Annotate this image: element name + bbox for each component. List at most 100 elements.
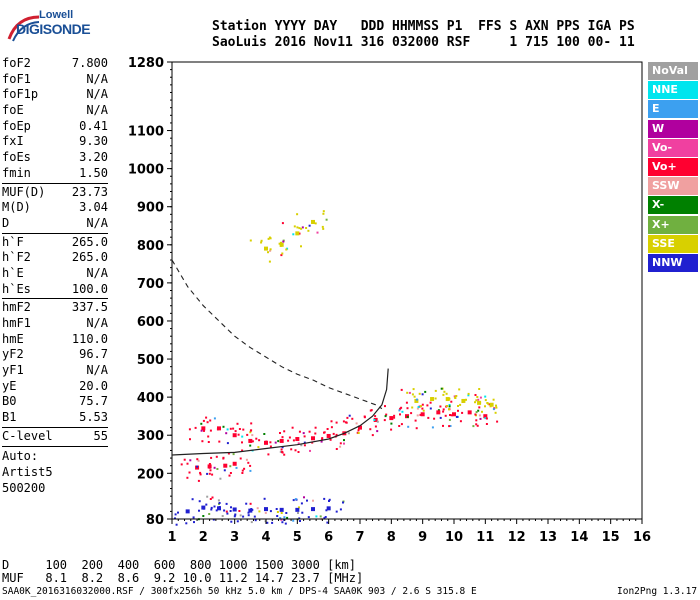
echo-speck: [448, 408, 450, 411]
legend-item-nnw: NNW: [648, 253, 698, 272]
echo-speck: [206, 472, 209, 475]
echo-speck: [303, 496, 305, 499]
param-value: N/A: [86, 103, 108, 118]
echo-speck: [208, 463, 211, 465]
echo-speck: [267, 237, 270, 240]
echo-speck: [322, 212, 325, 215]
echo-speck: [421, 407, 424, 410]
echo-speck: [475, 423, 478, 426]
echo-speck: [467, 392, 470, 395]
echo-speck: [287, 439, 290, 442]
echo-speck: [175, 523, 178, 526]
echo-speck: [453, 412, 455, 415]
echo-speck: [267, 251, 269, 254]
x-tick-label: 8: [387, 530, 396, 545]
echo-speck: [342, 501, 344, 504]
echo-speck: [225, 432, 228, 435]
echo-speck: [476, 424, 479, 427]
muf-row: MUF 8.1 8.2 8.6 9.2 10.0 11.2 14.7 23.7 …: [2, 571, 364, 585]
echo-speck: [251, 440, 254, 443]
param-key: h`Es: [2, 281, 31, 296]
autoscaling-info: Auto: Artist5 500200: [2, 448, 108, 496]
param-row-hmf2: hmF2 337.5: [2, 300, 108, 316]
echo-speck: [183, 458, 186, 461]
echo-speck: [323, 431, 325, 434]
echo-speck: [232, 427, 235, 430]
echo-speck: [448, 418, 451, 421]
param-separator: [2, 426, 108, 428]
echo-speck: [191, 498, 194, 501]
echo-speck: [305, 227, 308, 229]
echo-speck: [279, 432, 281, 434]
echo-speck: [391, 416, 394, 419]
legend-item-xminus: X-: [648, 196, 698, 215]
echo-speck: [433, 417, 436, 420]
echo-point: [414, 398, 419, 403]
echo-speck: [319, 515, 322, 518]
y-tick-label: 1280: [128, 56, 164, 71]
param-value: 337.5: [71, 300, 108, 315]
param-key: foF1: [2, 71, 31, 86]
param-row-yf1: yF1 N/A: [2, 363, 108, 379]
echo-speck: [239, 514, 242, 517]
echo-speck: [205, 416, 208, 419]
param-separator: [2, 182, 108, 184]
echo-speck: [234, 430, 237, 433]
param-value: 96.7: [79, 347, 108, 362]
echo-speck: [265, 440, 268, 443]
echo-speck: [308, 430, 311, 433]
echo-point: [326, 506, 331, 511]
echo-speck: [242, 428, 245, 431]
echo-speck: [283, 430, 286, 433]
param-value: 5.53: [79, 410, 108, 425]
legend-item-ssw: SSW: [648, 177, 698, 196]
echo-speck: [375, 417, 378, 420]
echo-speck: [446, 405, 448, 407]
echo-speck: [207, 435, 210, 438]
param-value: 75.7: [79, 394, 108, 409]
param-key: C-level: [2, 428, 53, 443]
polarization-legend: NoVal NNE E W Vo- Vo+ SSW X- X+ SSE NNW: [648, 62, 698, 273]
echo-scatter-layer: [174, 210, 499, 526]
echo-speck: [492, 408, 495, 411]
echo-speck: [280, 518, 283, 521]
echo-speck: [339, 508, 342, 511]
echo-point: [489, 402, 494, 407]
logo-line2: DIGISONDE: [16, 21, 91, 37]
echo-speck: [293, 225, 296, 228]
echo-speck: [269, 237, 272, 240]
echo-speck: [448, 397, 451, 400]
echo-speck: [431, 397, 434, 400]
echo-speck: [218, 440, 221, 443]
footer-file-info: SAA0K_2016316032000.RSF / 300fx256h 50 k…: [2, 586, 477, 597]
echo-speck: [207, 441, 210, 443]
echo-speck: [290, 448, 293, 451]
x-tick-label: 15: [602, 530, 620, 545]
param-row-mufd: MUF(D) 23.73: [2, 185, 108, 201]
echo-speck: [406, 391, 409, 394]
echo-series: [188, 400, 499, 456]
echo-speck: [339, 442, 342, 445]
echo-speck: [254, 519, 257, 522]
echo-speck: [444, 414, 447, 417]
echo-speck: [297, 512, 299, 514]
echo-speck: [211, 473, 214, 476]
echo-speck: [459, 403, 462, 406]
echo-speck: [218, 506, 221, 508]
x-tick-label: 4: [261, 530, 270, 545]
echo-point: [311, 219, 315, 224]
echo-speck: [239, 457, 242, 460]
y-tick-label: 900: [137, 201, 164, 216]
echo-speck: [320, 440, 323, 443]
echo-point: [264, 246, 268, 251]
param-key: h`F2: [2, 250, 31, 265]
header-labels: Station YYYY DAY DDD HHMMSS P1 FFS S AXN…: [212, 19, 635, 34]
echo-speck: [420, 405, 422, 408]
echo-speck: [449, 425, 452, 427]
echo-speck: [263, 497, 266, 500]
echo-speck: [442, 408, 445, 411]
echo-speck: [286, 516, 289, 519]
echo-speck: [347, 432, 350, 435]
echo-speck: [209, 498, 212, 500]
param-key: fxI: [2, 134, 24, 149]
